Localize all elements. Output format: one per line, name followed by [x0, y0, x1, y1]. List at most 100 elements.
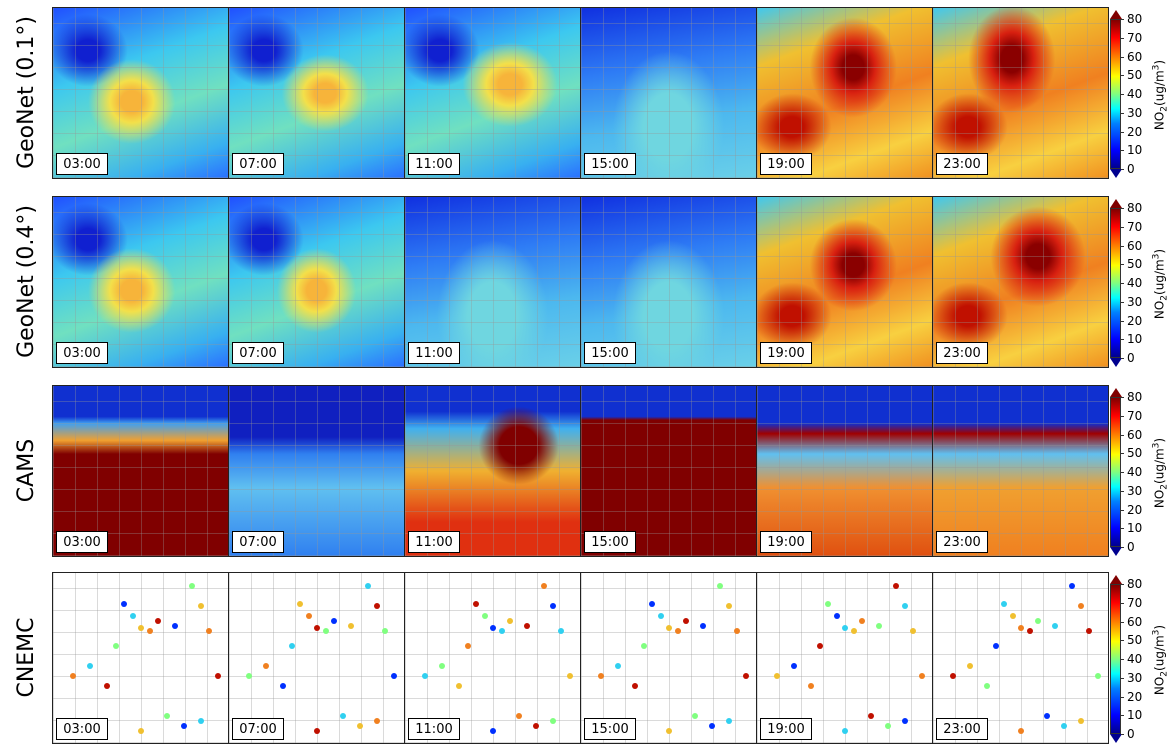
station-dot: [104, 683, 110, 689]
colorbar-tick: [1121, 659, 1124, 660]
station-dot: [658, 613, 664, 619]
colorbar-label-part: NO: [1153, 112, 1167, 130]
colorbar-tick-label: 50: [1127, 447, 1142, 459]
station-dot: [1018, 728, 1024, 734]
station-dot: [374, 603, 380, 609]
row-label: GeoNet (0.4°): [14, 194, 39, 369]
colorbar-tick-label: 80: [1127, 391, 1142, 403]
station-dot: [632, 683, 638, 689]
colorbar-tick-label: 80: [1127, 13, 1142, 25]
colorbar-tick: [1121, 169, 1124, 170]
station-dot: [1052, 623, 1058, 629]
station-dot: [1027, 628, 1033, 634]
map-panel: 19:00: [756, 385, 933, 557]
colorbar-tick-label: 80: [1127, 202, 1142, 214]
station-dot: [374, 718, 380, 724]
colorbar-tick: [1121, 19, 1124, 20]
row-label: CAMS: [14, 383, 39, 558]
station-dot: [382, 628, 388, 634]
map-panel: 03:00: [52, 385, 229, 557]
station-dot: [516, 713, 522, 719]
colorbar-tick: [1121, 510, 1124, 511]
colorbar: [1110, 208, 1121, 358]
station-dot: [215, 673, 221, 679]
station-dot: [181, 723, 187, 729]
colorbar-tick: [1121, 416, 1124, 417]
station-dot: [666, 728, 672, 734]
station-dot: [323, 628, 329, 634]
colorbar-label-part: 2: [1160, 106, 1170, 112]
colorbar-tick: [1121, 321, 1124, 322]
map-panel: 19:00: [756, 7, 933, 179]
station-dot: [808, 683, 814, 689]
station-dot: [198, 718, 204, 724]
figure: {"rows": [ {"label": "GeoNet (0.1°)", "t…: [0, 0, 1174, 745]
station-dot: [598, 673, 604, 679]
station-dot: [490, 728, 496, 734]
colorbar-tick: [1121, 472, 1124, 473]
station-dot: [743, 673, 749, 679]
station-dot: [910, 628, 916, 634]
station-dot: [331, 618, 337, 624]
station-dot: [164, 713, 170, 719]
colorbar-tick-label: 40: [1127, 277, 1142, 289]
station-dot: [365, 583, 371, 589]
colorbar-tick-label: 30: [1127, 107, 1142, 119]
time-label: 23:00: [936, 531, 988, 553]
station-dot: [507, 618, 513, 624]
colorbar: [1110, 584, 1121, 734]
station-dot: [1095, 673, 1101, 679]
colorbar-extend-top: [1110, 388, 1122, 397]
colorbar-label-part: 2: [1160, 484, 1170, 490]
colorbar-label-part: (ug/m: [1153, 259, 1167, 295]
station-dot: [1001, 601, 1007, 607]
colorbar-extend-bottom: [1110, 734, 1122, 743]
colorbar-tick-label: 40: [1127, 88, 1142, 100]
time-label: 07:00: [232, 342, 284, 364]
colorbar-tick: [1121, 227, 1124, 228]
colorbar-tick: [1121, 246, 1124, 247]
map-panel: 11:00: [404, 196, 581, 368]
colorbar-label-part: ): [1153, 625, 1167, 630]
time-label: 11:00: [408, 153, 460, 175]
colorbar-tick-label: 20: [1127, 315, 1142, 327]
colorbar-tick: [1121, 697, 1124, 698]
station-dot: [113, 643, 119, 649]
colorbar-tick: [1121, 57, 1124, 58]
station-dot: [919, 673, 925, 679]
colorbar: [1110, 397, 1121, 547]
colorbar-label-part: 3: [1152, 630, 1162, 636]
colorbar-extend-top: [1110, 575, 1122, 584]
station-dot: [1018, 625, 1024, 631]
colorbar-tick: [1121, 453, 1124, 454]
station-dot: [950, 673, 956, 679]
station-dot: [357, 723, 363, 729]
station-dot: [666, 625, 672, 631]
station-dot: [885, 723, 891, 729]
station-dot: [842, 625, 848, 631]
station-dot: [87, 663, 93, 669]
map-panel: 07:00: [228, 385, 405, 557]
time-label: 11:00: [408, 718, 460, 740]
time-label: 03:00: [56, 153, 108, 175]
station-dot: [1078, 718, 1084, 724]
colorbar: [1110, 19, 1121, 169]
colorbar-tick-label: 10: [1127, 144, 1142, 156]
station-dot: [499, 628, 505, 634]
station-dot: [558, 628, 564, 634]
colorbar-extend-top: [1110, 10, 1122, 19]
colorbar-tick-label: 30: [1127, 672, 1142, 684]
row-label: GeoNet (0.1°): [14, 5, 39, 180]
map-panel: 11:00: [404, 572, 581, 744]
colorbar-tick-label: 10: [1127, 709, 1142, 721]
colorbar-tick-label: 70: [1127, 597, 1142, 609]
station-dot: [306, 613, 312, 619]
colorbar-tick: [1121, 94, 1124, 95]
map-panel: 11:00: [404, 7, 581, 179]
time-label: 15:00: [584, 531, 636, 553]
colorbar-label-part: NO: [1153, 301, 1167, 319]
colorbar-tick-label: 60: [1127, 429, 1142, 441]
colorbar-label-part: NO: [1153, 677, 1167, 695]
station-dot: [465, 643, 471, 649]
station-dot: [121, 601, 127, 607]
